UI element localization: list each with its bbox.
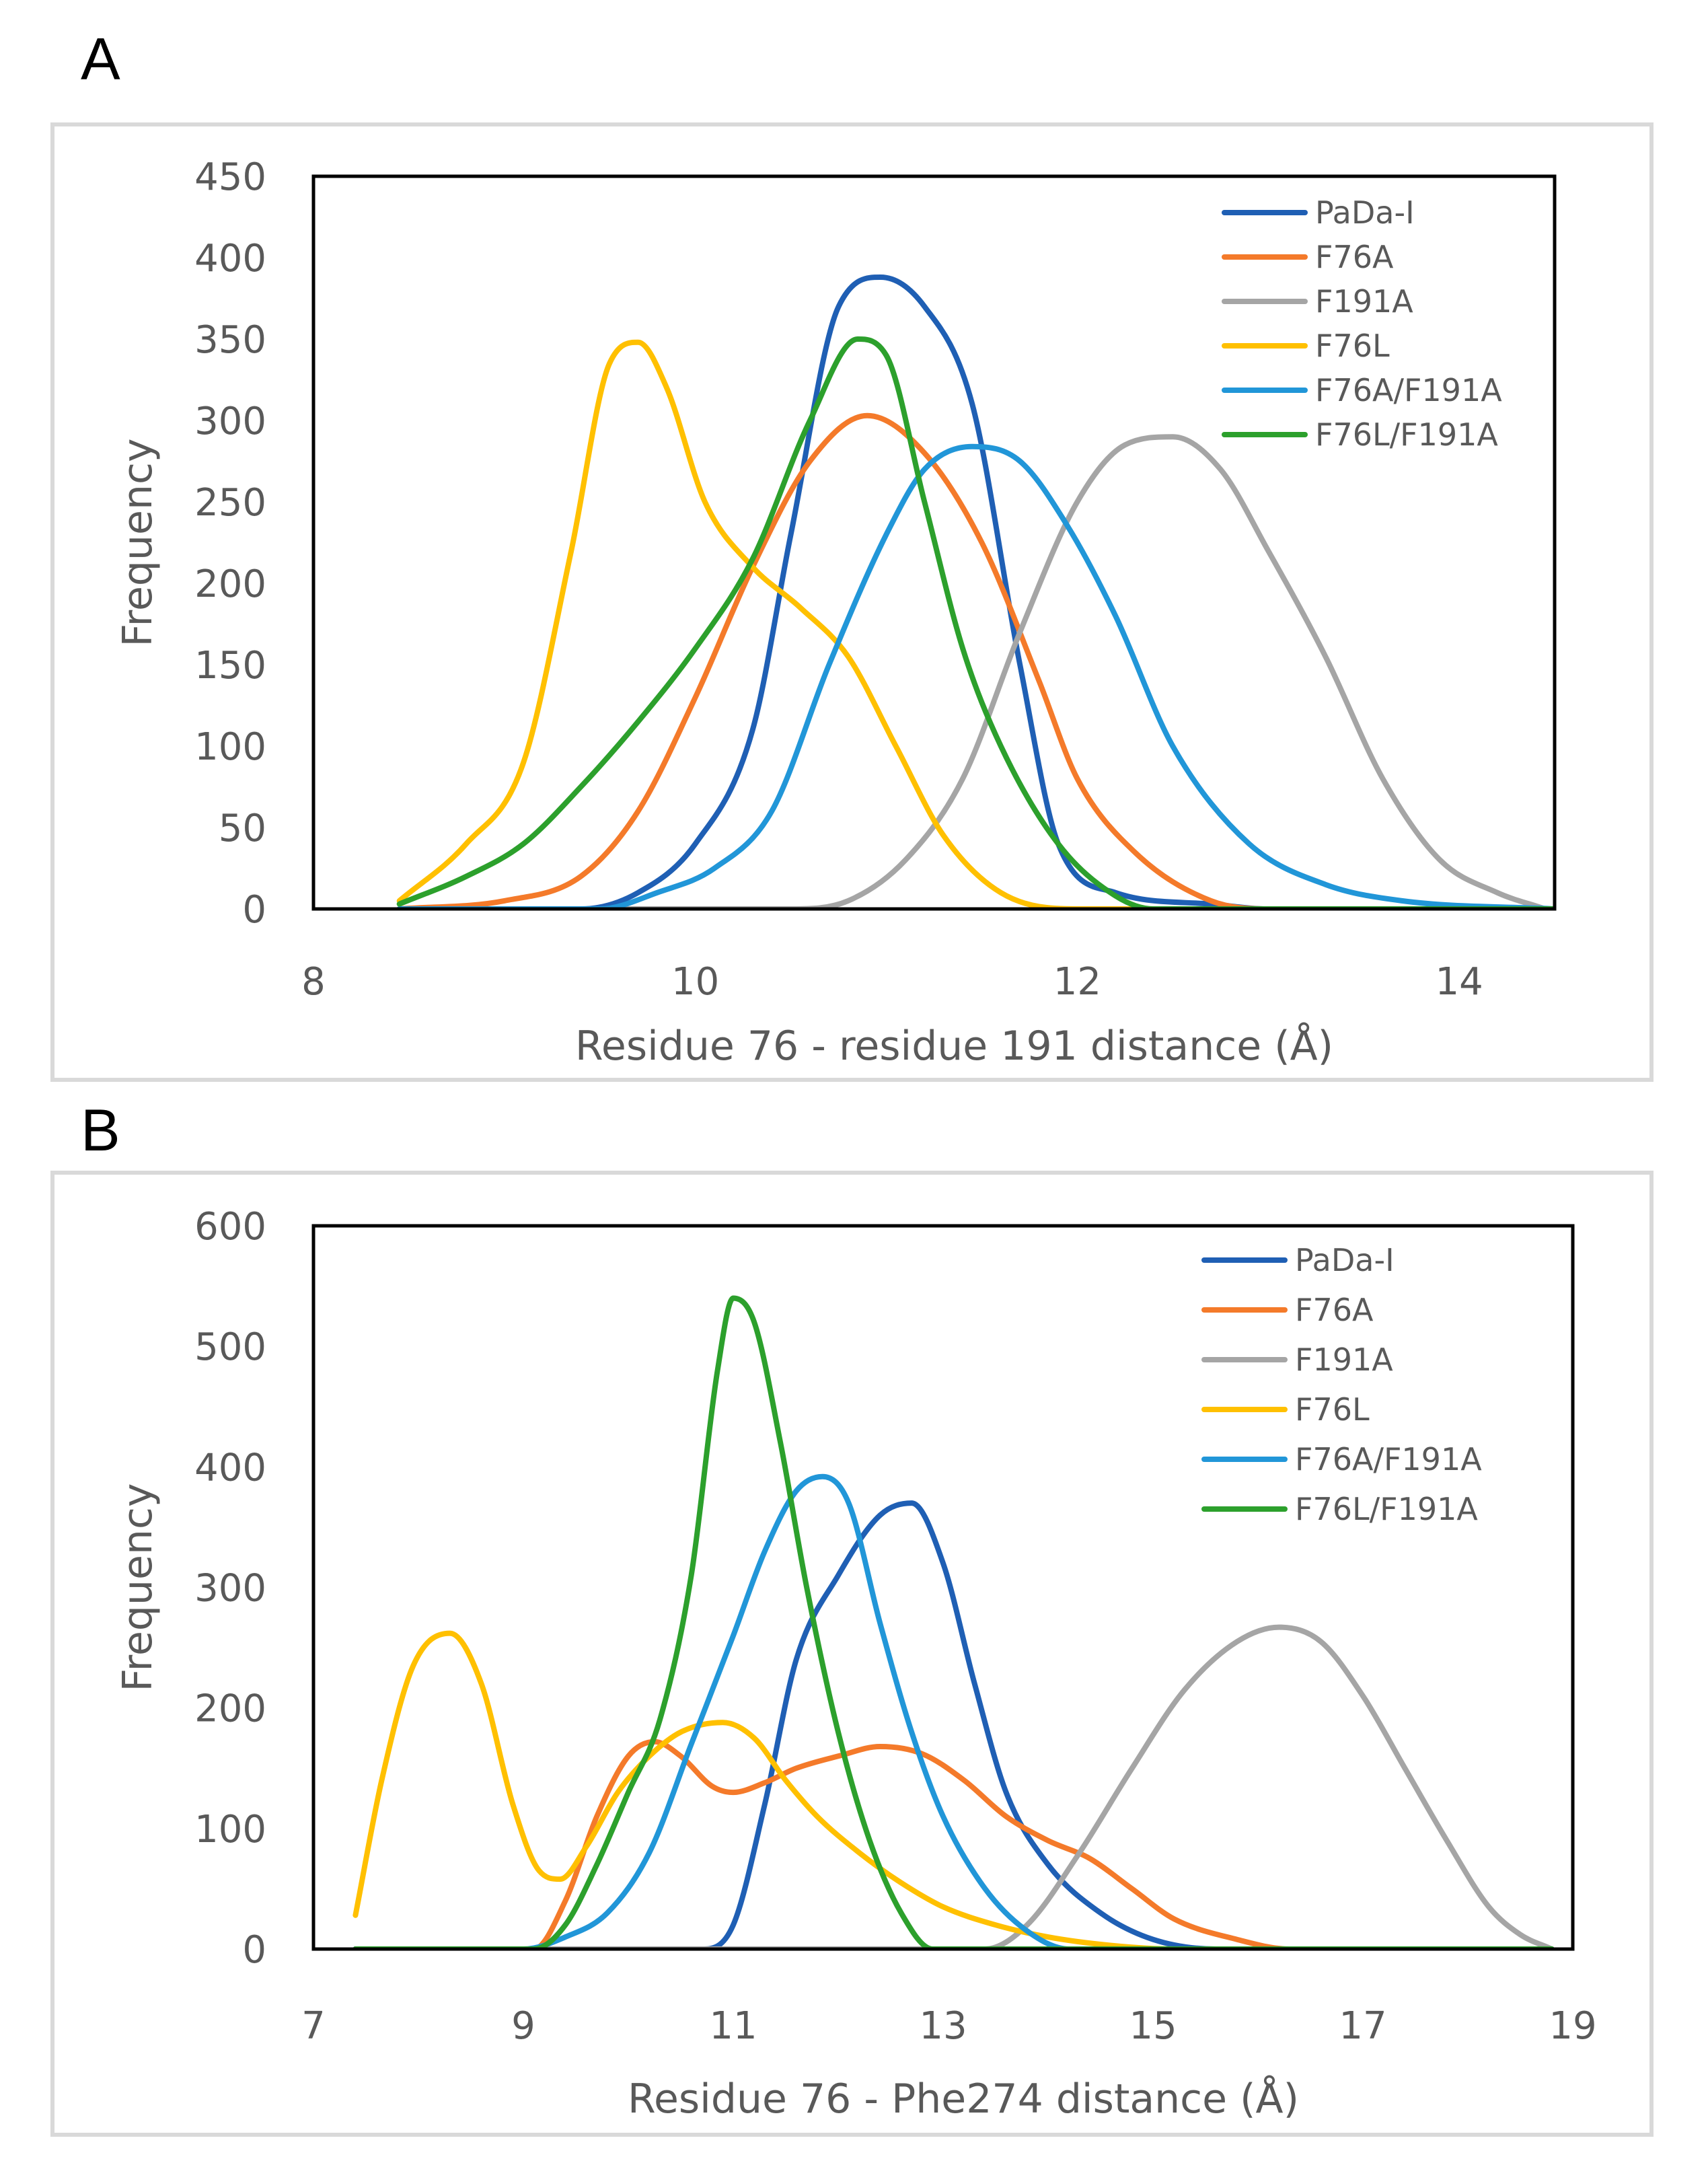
legend: PaDa-I F76A F191A F76L F76A/F191A F76L/F191A [1222, 194, 1502, 453]
y-tick-label: 450 [194, 155, 266, 199]
x-tick-label: 17 [1339, 2004, 1386, 2048]
x-tick-label: 8 [301, 960, 326, 1004]
panel-b-letter: B [81, 1097, 120, 1163]
legend-label: F76L [1315, 328, 1390, 364]
series-line-f191a [352, 1624, 1555, 1949]
legend-label: PaDa-I [1295, 1242, 1395, 1278]
panel-a-letter: A [81, 26, 120, 92]
y-tick-label: 100 [194, 725, 266, 769]
x-axis-title: Residue 76 - Phe274 distance (Å) [628, 2075, 1299, 2123]
panel-a: A 0 50 100 150 200 250 300 350 400 450 8 10 12 14 Resi… [50, 26, 1654, 1082]
series-line-f76l [396, 339, 1555, 909]
x-tick-label: 19 [1549, 2004, 1596, 2048]
legend-label: F191A [1315, 283, 1413, 320]
x-tick-label: 7 [301, 2004, 326, 2048]
series-line-f76l-f191a [396, 336, 1555, 909]
panel-a-chart: 0 50 100 150 200 250 300 350 400 450 8 10 12 14 Residu… [114, 155, 1557, 1070]
legend-label: F76A [1295, 1292, 1374, 1328]
x-tick-label: 9 [511, 2004, 535, 2048]
series-line-f76a-f191a [396, 443, 1555, 909]
legend-label: F76A [1315, 239, 1394, 275]
panel-b-frame [50, 1171, 1654, 2137]
y-tick-label: 200 [194, 1687, 266, 1731]
series-lines [352, 1295, 1555, 1949]
x-tick-label: 11 [709, 2004, 757, 2048]
series-line-f76a-f191a [352, 1473, 1555, 1949]
y-tick-label: 400 [194, 237, 266, 281]
y-tick-label: 100 [194, 1808, 266, 1852]
y-tick-label: 200 [194, 562, 266, 606]
legend-label: PaDa-I [1315, 194, 1415, 231]
x-tick-label: 15 [1129, 2004, 1177, 2048]
y-tick-label: 0 [242, 888, 266, 932]
legend-label: F76L/F191A [1295, 1491, 1478, 1527]
legend-label: F76L/F191A [1315, 416, 1498, 453]
y-tick-label: 350 [194, 318, 266, 362]
y-axis-title: Frequency [114, 439, 161, 647]
y-tick-label: 400 [194, 1446, 266, 1490]
y-tick-label: 500 [194, 1325, 266, 1369]
y-tick-label: 600 [194, 1205, 266, 1249]
y-axis-title: Frequency [114, 1483, 161, 1692]
legend-label: F76A/F191A [1295, 1441, 1482, 1477]
series-line-f76a [352, 1738, 1555, 1949]
y-tick-label: 0 [242, 1928, 266, 1972]
y-tick-label: 150 [194, 644, 266, 688]
x-tick-label: 12 [1053, 960, 1101, 1004]
panel-a-frame [50, 122, 1654, 1082]
panel-b: B 0 100 200 300 400 500 600 7 9 11 13 15 17 19 Residue… [50, 1097, 1654, 2137]
x-axis-title: Residue 76 - residue 191 distance (Å) [575, 1022, 1333, 1070]
series-line-f191a [396, 434, 1548, 909]
legend: PaDa-I F76A F191A F76L F76A/F191A F76L/F191A [1201, 1242, 1482, 1527]
y-tick-label: 250 [194, 481, 266, 525]
series-line-pada-i [396, 274, 1555, 909]
plot-area-border [311, 1224, 1575, 1951]
panel-b-chart: 0 100 200 300 400 500 600 7 9 11 13 15 17 19 Residue 7… [114, 1205, 1597, 2123]
legend-label: F191A [1295, 1342, 1393, 1378]
legend-label: F76A/F191A [1315, 372, 1502, 408]
y-tick-label: 300 [194, 1567, 266, 1611]
series-line-pada-i [352, 1500, 1555, 1949]
y-tick-label: 50 [219, 807, 266, 850]
plot-area-border [311, 174, 1557, 911]
legend-label: F76L [1295, 1391, 1370, 1428]
series-line-f76l [352, 1630, 1555, 1949]
x-tick-label: 10 [671, 960, 719, 1004]
x-tick-label: 14 [1435, 960, 1483, 1004]
x-tick-label: 13 [919, 2004, 967, 2048]
series-lines [396, 274, 1555, 909]
y-tick-label: 300 [194, 400, 266, 443]
series-line-f76a [396, 412, 1555, 909]
series-line-f76l-f191a [352, 1295, 1555, 1949]
